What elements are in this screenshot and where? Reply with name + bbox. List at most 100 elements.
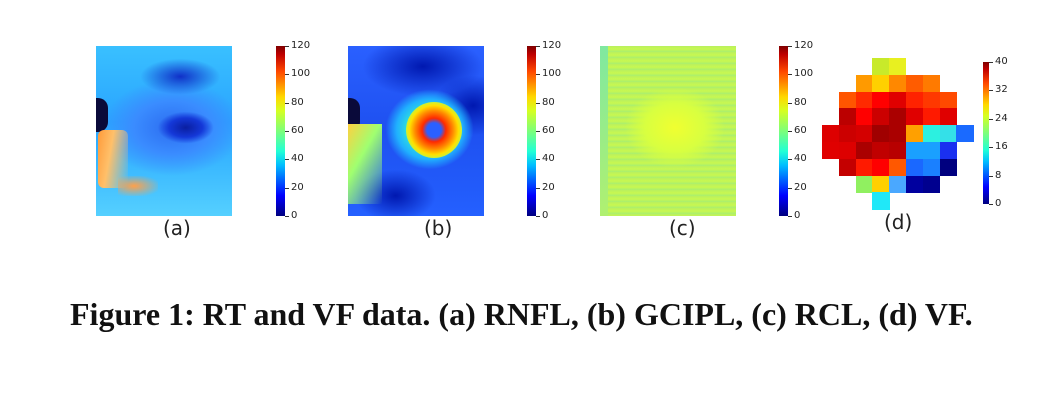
- vf-cell: [906, 175, 924, 193]
- colorbar-tick-label: 20: [291, 181, 304, 193]
- colorbar-tick-label: 40: [794, 153, 807, 165]
- vf-cell: [922, 175, 941, 193]
- colorbar-tick-label: 120: [542, 40, 562, 51]
- colorbar-b: [527, 46, 536, 216]
- vf-cell: [838, 158, 857, 177]
- colorbar-tick-label: 60: [542, 125, 555, 136]
- colorbar-tick-mark: [285, 102, 289, 104]
- vf-cell: [855, 175, 873, 193]
- colorbar-tick-label: 16: [995, 141, 1008, 153]
- colorbar-tick-mark: [788, 131, 792, 132]
- vf-cell: [889, 58, 907, 76]
- colorbar-d: [983, 62, 989, 204]
- colorbar-tick-mark: [285, 74, 289, 76]
- colorbar-tick-mark: [536, 187, 540, 189]
- gcipl-thickness-map: [348, 46, 484, 216]
- colorbar-tick-label: 60: [291, 125, 304, 136]
- vf-cell: [889, 108, 907, 126]
- vf-cell: [922, 142, 941, 160]
- vf-cell: [939, 158, 957, 177]
- colorbar-tick-label: 100: [794, 68, 814, 80]
- subfigure-label-b: (b): [424, 216, 453, 240]
- vf-cell: [939, 108, 957, 126]
- vf-cell: [939, 142, 957, 160]
- vf-cell: [872, 158, 890, 177]
- visual-field-grid: [822, 58, 974, 210]
- colorbar-tick-label: 120: [291, 40, 311, 51]
- colorbar-tick-mark: [536, 46, 540, 47]
- vf-cell: [922, 125, 941, 143]
- vf-cell: [889, 142, 907, 160]
- ganglion-ring: [406, 102, 462, 158]
- vf-cell: [939, 91, 957, 109]
- colorbar-tick-mark: [536, 74, 540, 76]
- vf-cell: [889, 175, 907, 193]
- colorbar-tick-label: 80: [542, 96, 555, 108]
- vf-cell: [889, 158, 907, 177]
- colorbar-tick-mark: [285, 159, 289, 161]
- colorbar-tick-label: 120: [794, 40, 814, 51]
- vf-cell: [855, 158, 873, 177]
- vf-cell: [872, 108, 890, 126]
- vf-cell: [906, 91, 924, 109]
- vf-cell: [822, 142, 840, 160]
- colorbar-tick-mark: [788, 187, 792, 189]
- vf-cell: [889, 125, 907, 143]
- colorbar-tick-mark: [989, 118, 993, 120]
- vf-cell: [822, 125, 840, 143]
- colorbar-tick-label: 32: [995, 84, 1008, 96]
- colorbar-tick-mark: [788, 46, 792, 47]
- colorbar-tick-label: 0: [794, 210, 801, 221]
- vf-cell: [939, 125, 957, 143]
- optic-disc-shadow: [348, 98, 360, 132]
- vf-cell: [906, 74, 924, 93]
- vf-cell: [872, 74, 890, 93]
- vf-cell: [855, 74, 873, 93]
- edge-band: [600, 46, 608, 216]
- colorbar-tick-mark: [788, 102, 792, 104]
- vf-cell: [872, 142, 890, 160]
- vf-cell: [906, 142, 924, 160]
- colorbar-tick-mark: [788, 216, 792, 217]
- vf-cell: [872, 125, 890, 143]
- colorbar-tick-mark: [989, 147, 993, 149]
- vf-cell: [855, 108, 873, 126]
- colorbar-tick-mark: [285, 46, 289, 47]
- vf-cell: [872, 58, 890, 76]
- vf-cell: [855, 91, 873, 109]
- colorbar-tick-label: 8: [995, 169, 1002, 181]
- colorbar-tick-label: 60: [794, 125, 807, 136]
- vf-cell: [872, 175, 890, 193]
- vf-cell: [838, 142, 857, 160]
- colorbar-tick-label: 80: [794, 96, 807, 108]
- colorbar-tick-label: 24: [995, 112, 1008, 124]
- vf-cell: [906, 108, 924, 126]
- vf-cell: [906, 158, 924, 177]
- colorbar-tick-label: 20: [542, 181, 555, 193]
- colorbar-tick-label: 0: [291, 210, 298, 221]
- vf-cell: [906, 125, 924, 143]
- optic-disc-shadow: [96, 98, 108, 132]
- colorbar-tick-label: 40: [995, 56, 1008, 67]
- colorbar-tick-mark: [285, 216, 289, 217]
- colorbar-tick-mark: [989, 175, 993, 177]
- colorbar-tick-label: 0: [542, 210, 549, 221]
- colorbar-tick-mark: [989, 90, 993, 92]
- colorbar-tick-label: 20: [794, 181, 807, 193]
- colorbar-tick-mark: [285, 131, 289, 132]
- vf-cell: [872, 91, 890, 109]
- colorbar-tick-mark: [536, 102, 540, 104]
- vf-cell: [956, 125, 974, 143]
- colorbar-tick-label: 100: [291, 68, 311, 80]
- colorbar-tick-mark: [536, 216, 540, 217]
- colorbar-tick-mark: [285, 187, 289, 189]
- subfigure-label-c: (c): [669, 216, 696, 240]
- colorbar-c: [779, 46, 788, 216]
- temporal-hot-band-lower: [118, 176, 158, 196]
- subfigure-label-d: (d): [884, 210, 913, 234]
- subfigure-label-a: (a): [163, 216, 191, 240]
- figure-caption: Figure 1: RT and VF data. (a) RNFL, (b) …: [70, 296, 973, 332]
- temporal-band: [348, 124, 382, 204]
- colorbar-tick-mark: [788, 74, 792, 76]
- rcl-thickness-map: [600, 46, 736, 216]
